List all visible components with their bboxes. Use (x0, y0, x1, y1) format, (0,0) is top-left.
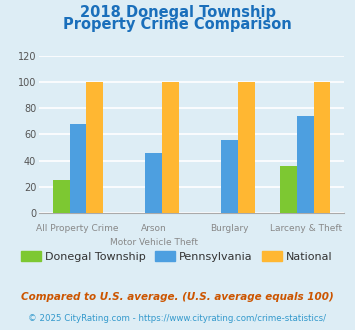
Bar (314, 82, 331, 213)
Text: Arson: Arson (141, 224, 166, 233)
Text: Motor Vehicle Theft: Motor Vehicle Theft (110, 238, 197, 247)
Legend: Donegal Township, Pennsylvania, National: Donegal Township, Pennsylvania, National (16, 247, 337, 267)
Text: © 2025 CityRating.com - https://www.cityrating.com/crime-statistics/: © 2025 CityRating.com - https://www.city… (28, 314, 327, 323)
Text: Compared to U.S. average. (U.S. average equals 100): Compared to U.S. average. (U.S. average … (21, 292, 334, 302)
Text: Property Crime Comparison: Property Crime Comparison (63, 17, 292, 32)
Text: Burglary: Burglary (211, 224, 249, 233)
Bar (53, 180, 70, 213)
Bar (238, 82, 255, 213)
Bar (70, 124, 86, 213)
Bar (280, 166, 297, 213)
Bar (86, 82, 103, 213)
Bar (162, 82, 179, 213)
Text: Larceny & Theft: Larceny & Theft (270, 224, 342, 233)
Bar (297, 116, 314, 213)
Text: All Property Crime: All Property Crime (36, 224, 119, 233)
Text: 2018 Donegal Township: 2018 Donegal Township (80, 5, 275, 20)
Bar (221, 140, 238, 213)
Bar (146, 153, 162, 213)
